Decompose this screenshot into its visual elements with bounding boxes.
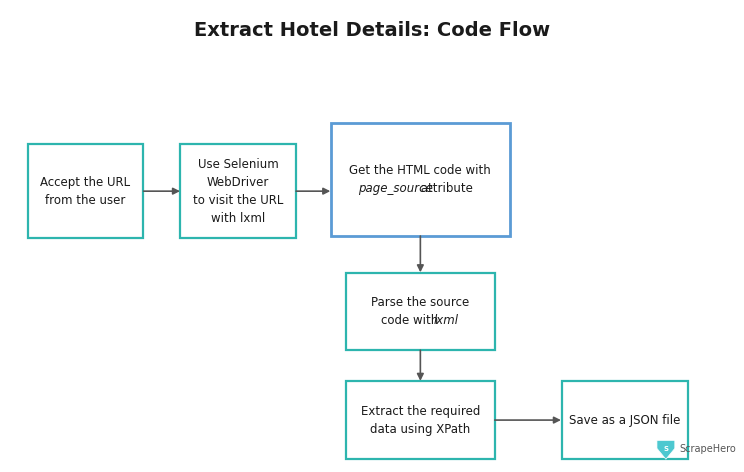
FancyBboxPatch shape (180, 144, 295, 238)
FancyBboxPatch shape (346, 381, 495, 459)
Text: ScrapeHero: ScrapeHero (679, 444, 736, 455)
FancyBboxPatch shape (346, 273, 495, 350)
Text: page_source: page_source (358, 182, 432, 195)
Text: Get the HTML code with: Get the HTML code with (350, 164, 491, 177)
Text: Extract the required: Extract the required (361, 405, 480, 418)
Text: Accept the URL: Accept the URL (40, 176, 131, 189)
Text: from the user: from the user (45, 194, 126, 207)
Text: Use Selenium: Use Selenium (198, 158, 278, 171)
Text: Extract Hotel Details: Code Flow: Extract Hotel Details: Code Flow (194, 21, 550, 40)
FancyBboxPatch shape (28, 144, 143, 238)
Text: with lxml: with lxml (211, 211, 265, 225)
Text: attribute: attribute (417, 182, 472, 195)
Text: data using XPath: data using XPath (371, 422, 470, 436)
Text: code with: code with (381, 314, 442, 327)
Text: to visit the URL: to visit the URL (193, 194, 283, 207)
FancyBboxPatch shape (331, 123, 510, 236)
Text: S: S (664, 446, 668, 452)
Text: Save as a JSON file: Save as a JSON file (569, 413, 681, 427)
Text: WebDriver: WebDriver (207, 176, 269, 189)
Polygon shape (657, 440, 675, 459)
FancyBboxPatch shape (562, 381, 688, 459)
Text: Parse the source: Parse the source (371, 296, 469, 309)
Text: lxml: lxml (433, 314, 458, 327)
